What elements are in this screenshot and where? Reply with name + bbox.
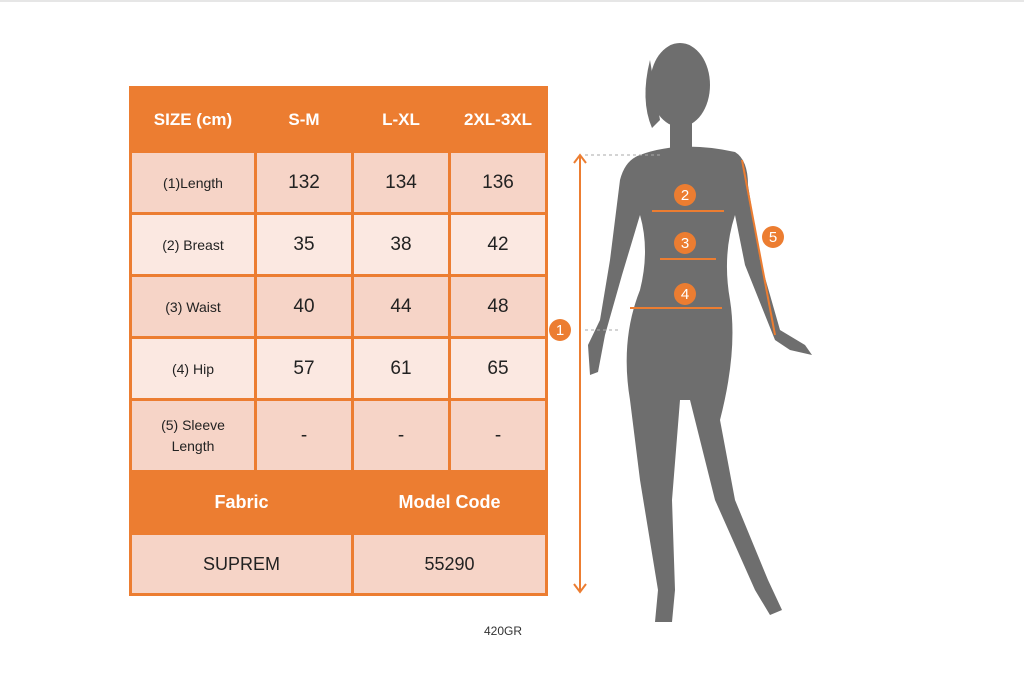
cell: 61 — [351, 336, 451, 401]
marker-label: 4 — [681, 286, 689, 303]
size-unit-header: SIZE (cm) — [129, 86, 257, 153]
model-code-header: Model Code — [351, 470, 548, 535]
size-header: L-XL — [351, 86, 451, 153]
cell: 42 — [448, 212, 548, 277]
marker-1 — [549, 319, 571, 341]
guide-lines — [585, 154, 660, 331]
cell: 65 — [448, 336, 548, 401]
row-label: (4) Hip — [129, 336, 257, 401]
footer-header-row: Fabric Model Code — [129, 470, 548, 535]
table-row: (1)Length 132 134 136 — [129, 150, 548, 215]
cell: 35 — [254, 212, 354, 277]
table-row: (4) Hip 57 61 65 — [129, 336, 548, 401]
cell: 132 — [254, 150, 354, 215]
silhouette — [588, 43, 812, 622]
size-header: 2XL-3XL — [448, 86, 548, 153]
cell: - — [448, 398, 548, 473]
cell: 48 — [448, 274, 548, 339]
fabric-header: Fabric — [129, 470, 354, 535]
cell: - — [254, 398, 354, 473]
row-label: (3) Waist — [129, 274, 257, 339]
marker-3 — [674, 232, 696, 254]
body-measurement-figure: 1 2 3 4 5 — [549, 43, 812, 622]
model-code-value: 55290 — [351, 532, 548, 596]
cell: 44 — [351, 274, 451, 339]
product-code: 420GR — [484, 624, 523, 638]
cell: 136 — [448, 150, 548, 215]
top-border — [0, 0, 1024, 2]
cell: - — [351, 398, 451, 473]
table-row: (2) Breast 35 38 42 — [129, 212, 548, 277]
marker-circles — [549, 184, 784, 341]
table-row: (5) Sleeve Length - - - — [129, 398, 548, 473]
marker-label: 1 — [556, 322, 564, 339]
row-label: (5) Sleeve Length — [129, 398, 257, 473]
marker-label: 5 — [769, 229, 777, 246]
table-row: (3) Waist 40 44 48 — [129, 274, 548, 339]
fabric-value: SUPREM — [129, 532, 354, 596]
size-header: S-M — [254, 86, 354, 153]
marker-4 — [674, 283, 696, 305]
row-label: (2) Breast — [129, 212, 257, 277]
cell: 38 — [351, 212, 451, 277]
cell: 40 — [254, 274, 354, 339]
cell: 57 — [254, 336, 354, 401]
size-chart-table: SIZE (cm) S-M L-XL 2XL-3XL (1)Length 132… — [129, 86, 548, 596]
cell: 134 — [351, 150, 451, 215]
row-label: (1)Length — [129, 150, 257, 215]
marker-5 — [762, 226, 784, 248]
marker-label: 2 — [681, 187, 689, 204]
footer-row: SUPREM 55290 — [129, 532, 548, 596]
measurement-lines — [573, 153, 776, 594]
marker-label: 3 — [681, 235, 689, 252]
header-row: SIZE (cm) S-M L-XL 2XL-3XL — [129, 86, 548, 153]
marker-2 — [674, 184, 696, 206]
